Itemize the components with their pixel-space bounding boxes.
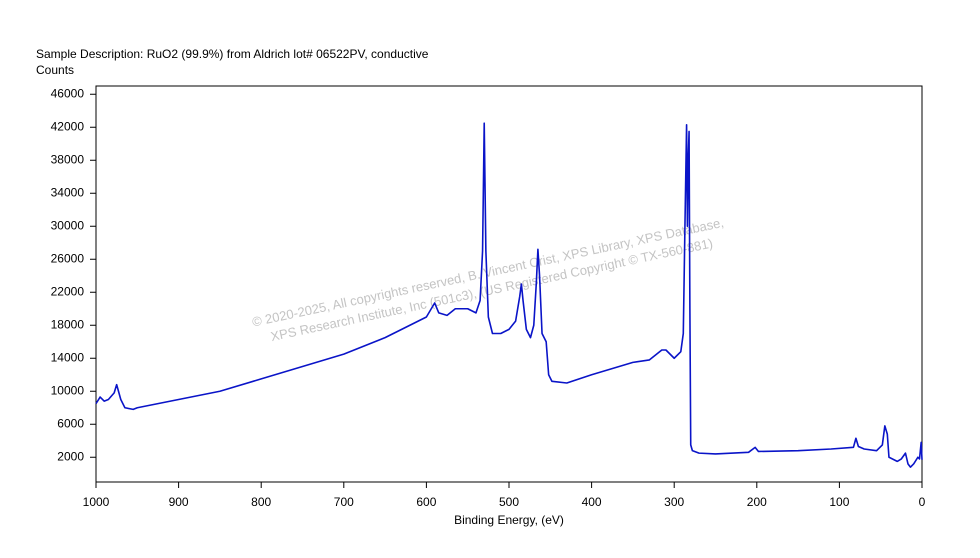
- y-tick-label: 38000: [51, 152, 85, 166]
- x-tick-label: 200: [747, 495, 767, 509]
- x-tick-label: 600: [416, 495, 436, 509]
- y-tick-label: 10000: [51, 383, 85, 397]
- x-tick-label: 800: [251, 495, 271, 509]
- y-tick-label: 14000: [51, 350, 85, 364]
- y-tick-label: 30000: [51, 218, 85, 232]
- watermark: © 2020-2025, All copyrights reserved, B.…: [251, 215, 725, 344]
- x-tick-label: 300: [664, 495, 684, 509]
- x-axis-label: Binding Energy, (eV): [454, 513, 564, 527]
- y-tick-label: 18000: [51, 317, 85, 331]
- y-tick-label: 22000: [51, 284, 85, 298]
- x-tick-label: 400: [582, 495, 602, 509]
- y-tick-label: 46000: [51, 86, 85, 100]
- y-tick-label: 6000: [57, 416, 84, 430]
- x-tick-label: 1000: [83, 495, 110, 509]
- y-tick-label: 34000: [51, 185, 85, 199]
- x-tick-label: 500: [499, 495, 519, 509]
- x-tick-label: 0: [919, 495, 926, 509]
- y-axis-label: Counts: [36, 63, 74, 77]
- y-tick-label: 26000: [51, 251, 85, 265]
- x-tick-label: 900: [169, 495, 189, 509]
- y-tick-label: 2000: [57, 449, 84, 463]
- x-tick-label: 100: [829, 495, 849, 509]
- y-tick-label: 42000: [51, 119, 85, 133]
- chart-title: Sample Description: RuO2 (99.9%) from Al…: [36, 47, 429, 61]
- x-tick-label: 700: [334, 495, 354, 509]
- spectrum-line: [95, 122, 923, 468]
